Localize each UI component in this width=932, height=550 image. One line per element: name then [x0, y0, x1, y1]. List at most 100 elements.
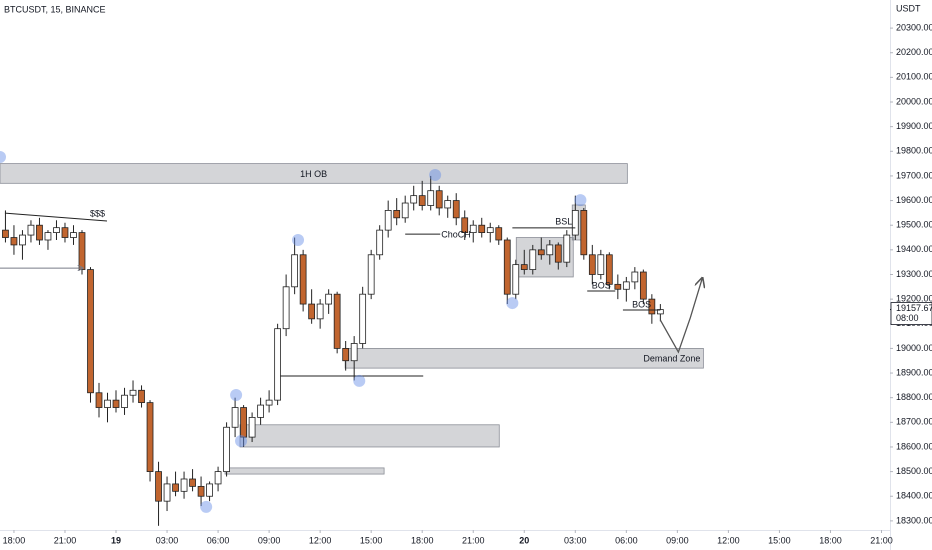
line-label: BOS [632, 299, 651, 309]
candle-body [427, 190, 435, 206]
y-tick-label: 18400.00 [896, 491, 932, 501]
y-tick-label: 18500.00 [896, 466, 932, 476]
x-tick-label: 03:00 [564, 535, 587, 545]
candle-body [546, 244, 554, 256]
candle-body [27, 224, 35, 236]
x-tick-label: 20 [519, 535, 529, 545]
chart-title: BTCUSDT, 15, BINANCE [4, 4, 106, 14]
candle-body [44, 232, 52, 241]
candle-body [503, 239, 511, 295]
pivot-marker [574, 194, 587, 207]
pivot-marker [292, 233, 305, 246]
y-tick-label: 20200.00 [896, 47, 932, 57]
candle-body [138, 389, 145, 404]
candle-body [342, 348, 350, 362]
x-tick-label: 15:00 [360, 535, 383, 545]
candle-body [333, 293, 341, 349]
candle-body [265, 399, 273, 406]
candle-body [350, 343, 358, 362]
y-tick-label: 19400.00 [896, 244, 932, 254]
candle-body [401, 202, 409, 219]
candle-body [155, 471, 162, 502]
y-tick-label: 18900.00 [896, 367, 932, 377]
candle-body [452, 200, 460, 219]
candle-body [588, 254, 596, 275]
zone-label: Demand Zone [643, 354, 700, 364]
y-tick-label: 19900.00 [896, 121, 932, 131]
candle-body [512, 264, 520, 295]
x-tick-label: 03:00 [156, 535, 179, 545]
candle-body [274, 328, 281, 401]
candle-body [520, 264, 528, 270]
candle-body [308, 303, 316, 320]
candle-body [214, 471, 222, 485]
candle-body [121, 394, 128, 408]
candle-body [163, 483, 171, 502]
candle-body [61, 227, 69, 238]
y-tick-label: 19700.00 [896, 170, 932, 180]
y-tick-label: 19600.00 [896, 195, 932, 205]
candle-body [469, 224, 477, 233]
last-price: 19157.67 [896, 303, 932, 313]
x-tick-label: 18:00 [3, 535, 26, 545]
y-tick-label: 18800.00 [896, 392, 932, 402]
pivot-marker [235, 435, 248, 448]
candle-body [563, 234, 571, 263]
line-label: $$$ [90, 208, 105, 218]
candle-body [282, 286, 290, 330]
x-tick-label: 06:00 [207, 535, 230, 545]
x-tick-label: 12:00 [309, 535, 332, 545]
candle-body [614, 283, 622, 290]
candle-body [605, 254, 613, 285]
candle-body [87, 269, 94, 394]
candle-body [622, 281, 630, 290]
candle-body [129, 389, 137, 396]
candle-body [36, 224, 43, 241]
x-tick-label: 21:00 [462, 535, 485, 545]
candle-body [316, 303, 324, 320]
y-tick-label: 19300.00 [896, 269, 932, 279]
pivot-marker [506, 297, 519, 310]
candle-body [257, 404, 264, 418]
level-line [4, 212, 108, 222]
x-tick-label: 12:00 [717, 535, 740, 545]
y-tick-label: 19500.00 [896, 220, 932, 230]
pivot-marker [353, 374, 366, 387]
x-tick-label: 18:00 [819, 535, 842, 545]
last-price-box [890, 302, 932, 325]
candle-body [410, 195, 418, 204]
y-tick-label: 20100.00 [896, 72, 932, 82]
candle-body [248, 416, 256, 438]
candle-body [112, 399, 120, 408]
x-tick-label: 19 [111, 535, 121, 545]
zone-label: 1H OB [300, 169, 327, 179]
y-tick-label: 19200.00 [896, 294, 932, 304]
candle-body [95, 392, 103, 408]
candle-body [19, 234, 26, 246]
candle-body [495, 227, 503, 241]
x-tick-label: 15:00 [768, 535, 791, 545]
y-tick-label: 18700.00 [896, 417, 932, 427]
candle-body [580, 210, 588, 256]
candle-body [631, 271, 639, 283]
candle-body [70, 232, 77, 238]
candle-body [384, 210, 392, 231]
line-label: ChoCH [441, 229, 471, 239]
candle-body [639, 271, 647, 300]
projection-path [659, 278, 702, 354]
candle-body [299, 254, 307, 305]
candle-body [359, 293, 367, 344]
candle-body [597, 254, 605, 275]
candle-body [172, 483, 179, 492]
candle-body [104, 399, 111, 408]
candle-body [291, 254, 299, 288]
candle-body [53, 227, 60, 233]
y-tick-label: 18300.00 [896, 515, 932, 525]
candle-body [78, 232, 86, 270]
candle-body [529, 249, 537, 270]
candle-body [393, 210, 401, 219]
y-tick-label: 18600.00 [896, 441, 932, 451]
candle-body [2, 229, 9, 238]
candle-body [461, 217, 469, 233]
